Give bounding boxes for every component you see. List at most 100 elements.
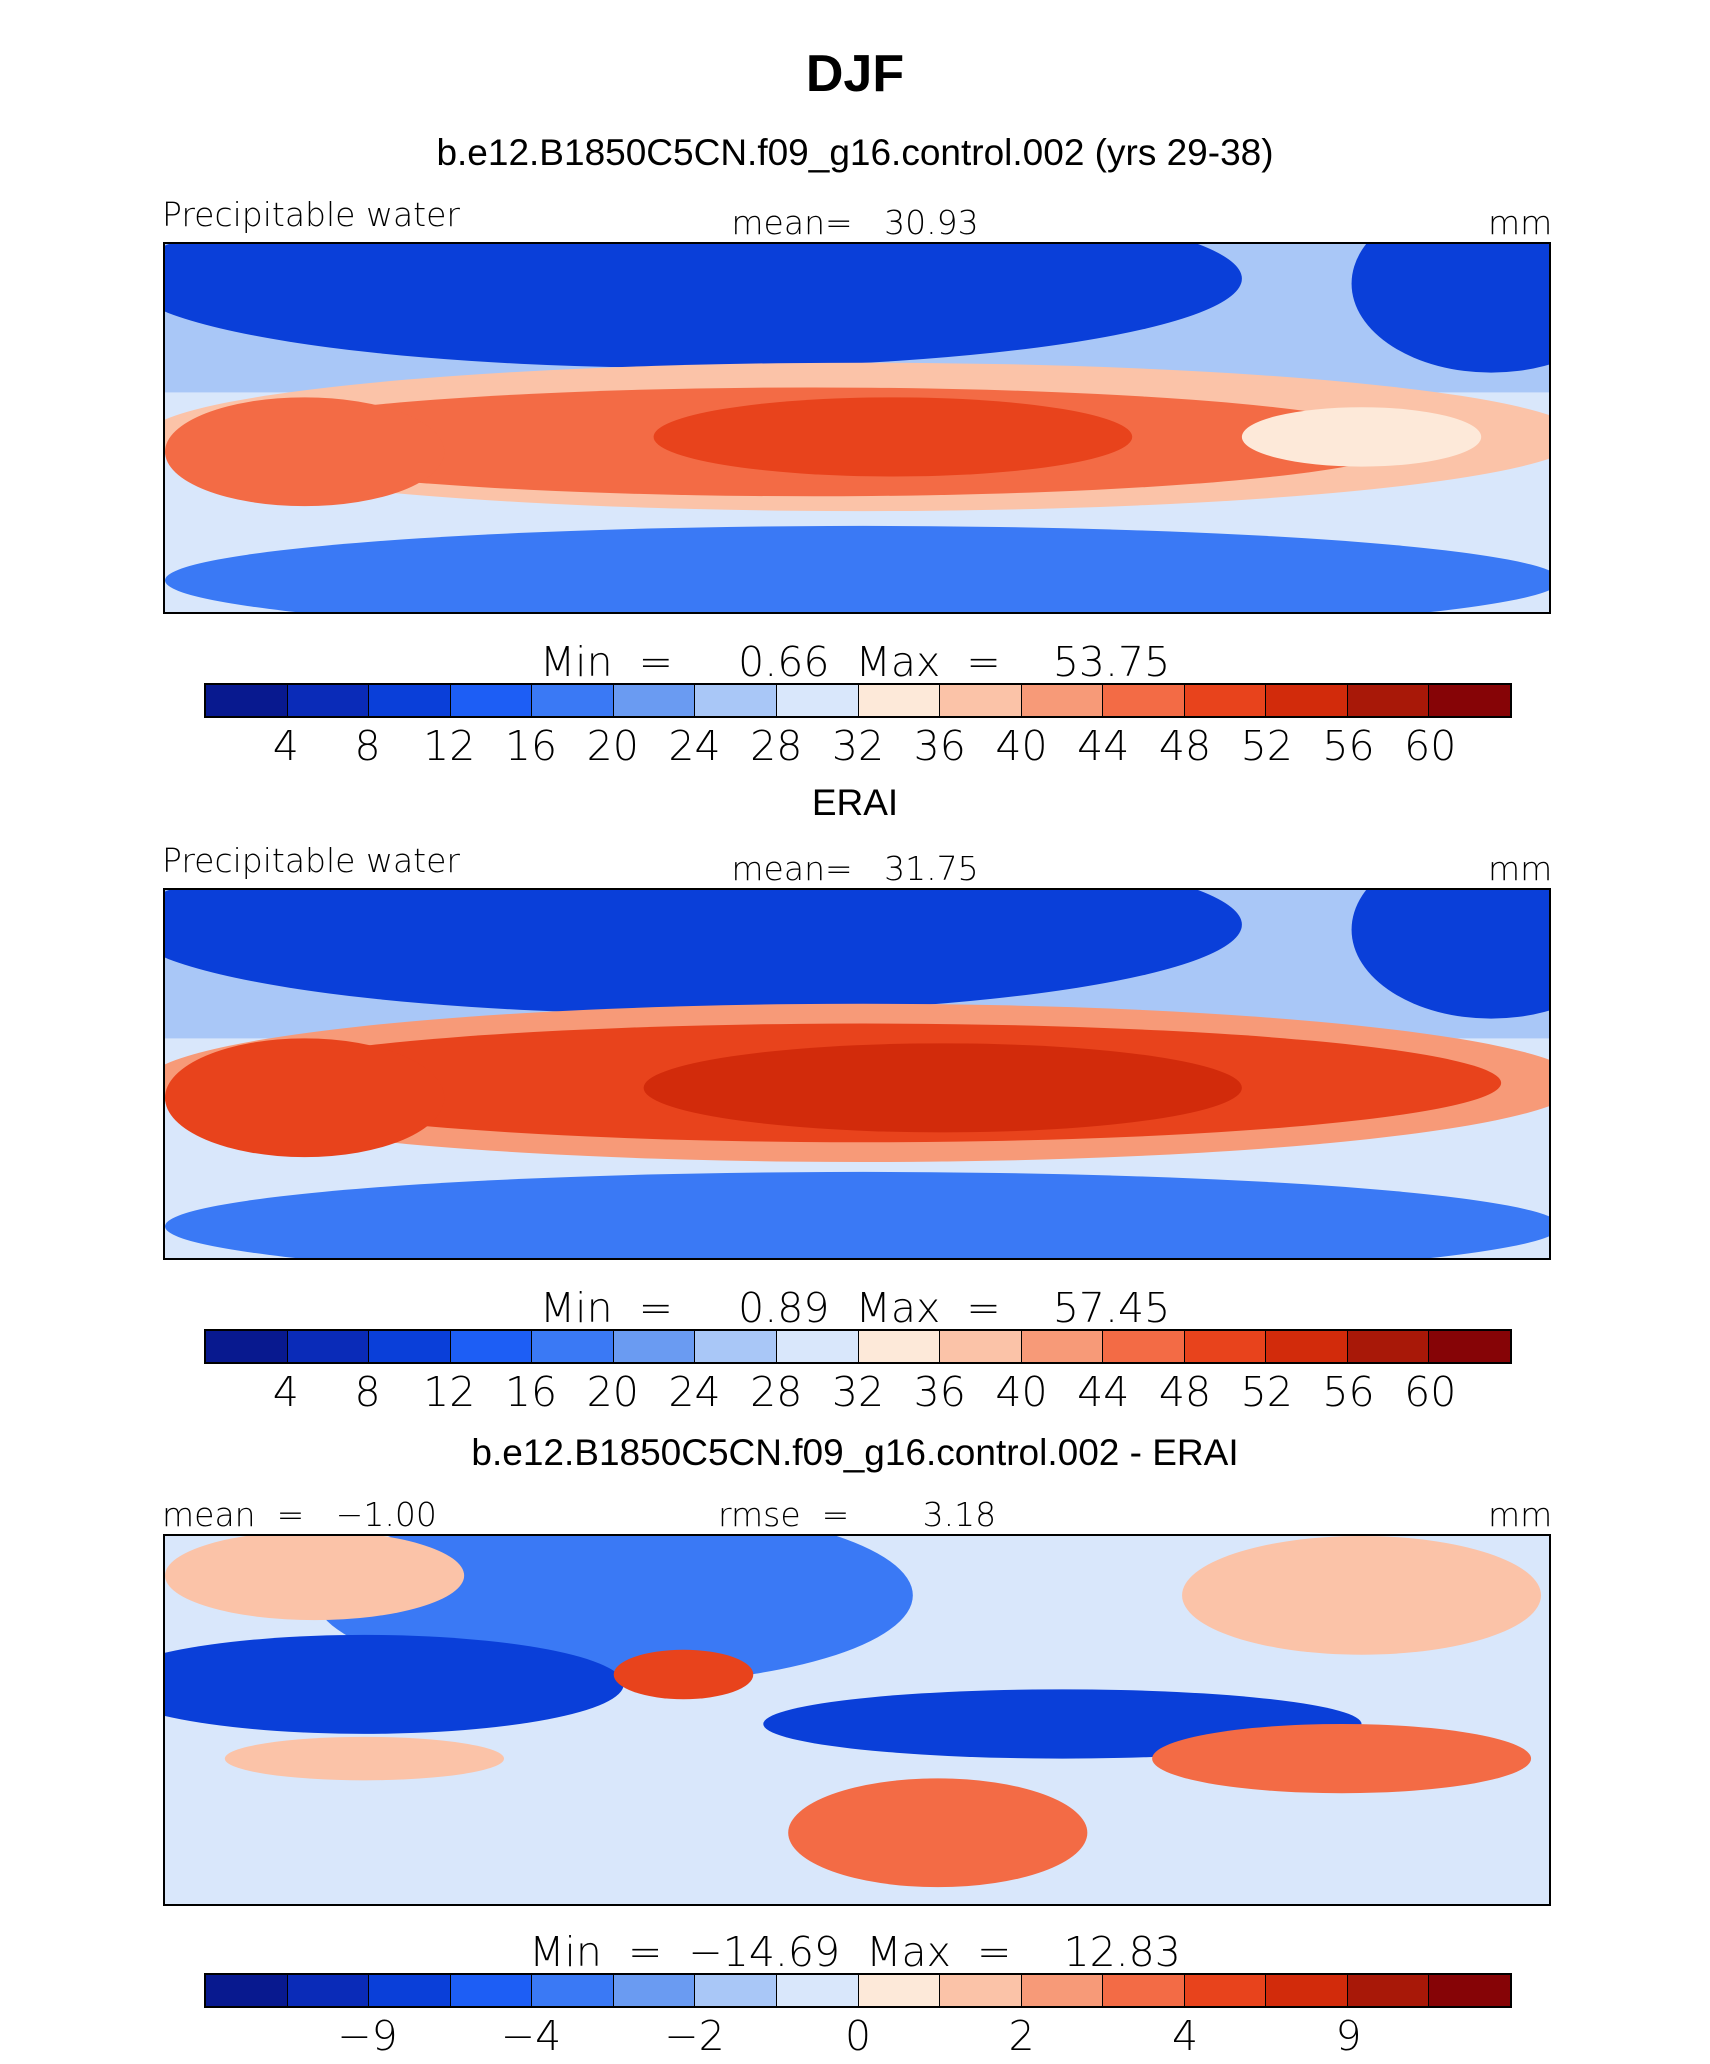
panel-2-variable-label: Precipitable water [162, 841, 460, 880]
colorbar-box [1429, 685, 1510, 716]
colorbar-tick-label: 4 [1171, 2012, 1199, 2060]
colorbar-box [1266, 1331, 1348, 1362]
colorbar-tick-label: 48 [1158, 722, 1212, 770]
colorbar-tick-label: 36 [913, 722, 966, 770]
colorbar-box [858, 1975, 941, 2006]
contour-region [165, 397, 445, 507]
colorbar-box [695, 1331, 777, 1362]
colorbar-box [206, 685, 288, 716]
colorbar-box [776, 685, 859, 716]
colorbar-box [1184, 1331, 1267, 1362]
contour-region [1351, 244, 1549, 373]
colorbar-tick-label: 16 [504, 1368, 558, 1416]
colorbar-tick-label: −9 [337, 2012, 398, 2060]
colorbar-tick-label: 20 [586, 722, 639, 770]
colorbar-box [532, 1975, 614, 2006]
contour-region [1152, 1723, 1532, 1794]
colorbar-box [776, 1975, 859, 2006]
colorbar-box [1347, 1975, 1430, 2006]
colorbar-box [940, 1975, 1022, 2006]
colorbar-tick-label: 0 [844, 2012, 872, 2060]
contour-region [224, 1736, 505, 1781]
colorbar-tick-label: 48 [1158, 1368, 1212, 1416]
colorbar-box [858, 685, 941, 716]
colorbar-box [695, 1975, 777, 2006]
panel-3-map [163, 1534, 1551, 1906]
contour-region [1182, 1536, 1542, 1655]
panel-2-contour-field [165, 890, 1549, 1258]
colorbar-box [1347, 1331, 1430, 1362]
colorbar-box [613, 1331, 696, 1362]
colorbar-box [1021, 1975, 1104, 2006]
colorbar-box [1021, 1331, 1104, 1362]
colorbar-box [287, 1975, 370, 2006]
colorbar-tick-label: 32 [831, 1368, 885, 1416]
colorbar-box [369, 1331, 451, 1362]
colorbar-box [1429, 1331, 1510, 1362]
panel-1-colorbar-ticks: 4 8 12 16 20 24 28 32 36 40 44 48 52 56 60 [204, 726, 1512, 774]
panel-2-title: ERAI [811, 782, 899, 823]
panel-3-min-max: Min = −14.69 Max = 12.83 [529, 1928, 1181, 1976]
panel-3-title: b.e12.B1850C5CN.f09_g16.control.002 - ER… [471, 1432, 1239, 1473]
colorbar-box [776, 1331, 859, 1362]
colorbar-box [1347, 685, 1430, 716]
panel-3-colorbar-ticks: −9 −4 −2 0 2 4 9 [204, 2016, 1512, 2064]
panel-2-min-max: Min = 0.89 Max = 57.45 [539, 1284, 1171, 1332]
contour-region [165, 890, 1242, 1014]
colorbar-tick-label: 44 [1077, 722, 1130, 770]
colorbar-box [1184, 685, 1267, 716]
contour-region [1351, 890, 1549, 1019]
colorbar-tick-label: 12 [423, 722, 476, 770]
colorbar-box [532, 1331, 614, 1362]
colorbar-box [206, 1975, 288, 2006]
colorbar-tick-label: 12 [423, 1368, 476, 1416]
panel-1-map [163, 242, 1551, 614]
panel-3-colorbar [204, 1973, 1512, 2008]
colorbar-tick-label: 52 [1240, 722, 1293, 770]
colorbar-tick-label: 32 [831, 722, 885, 770]
colorbar-tick-label: 24 [668, 1368, 721, 1416]
contour-region [165, 244, 1242, 368]
colorbar-box [1266, 685, 1348, 716]
colorbar-box [1103, 1975, 1185, 2006]
colorbar-tick-label: 44 [1077, 1368, 1130, 1416]
colorbar-box [695, 685, 777, 716]
contour-region [165, 1536, 465, 1621]
panel-3-mean-label: mean = −1.00 [162, 1495, 437, 1534]
figure-title: DJF [805, 45, 905, 103]
panel-2-colorbar [204, 1329, 1512, 1364]
panel-1-title: b.e12.B1850C5CN.f09_g16.control.002 (yrs… [436, 132, 1274, 173]
colorbar-box [1184, 1975, 1267, 2006]
colorbar-box [613, 685, 696, 716]
contour-region [643, 1043, 1242, 1133]
colorbar-tick-label: 24 [668, 722, 721, 770]
contour-region [165, 1038, 445, 1158]
colorbar-tick-label: 16 [504, 722, 558, 770]
colorbar-box [1266, 1975, 1348, 2006]
colorbar-box [858, 1331, 941, 1362]
panel-1-variable-label: Precipitable water [162, 195, 460, 234]
colorbar-tick-label: 36 [913, 1368, 966, 1416]
colorbar-box [1429, 1975, 1510, 2006]
colorbar-tick-label: 8 [354, 722, 381, 770]
colorbar-tick-label: 9 [1335, 2012, 1362, 2060]
colorbar-tick-label: 4 [272, 1368, 299, 1416]
panel-2-units-label: mm [1488, 849, 1553, 888]
colorbar-box [1103, 685, 1185, 716]
colorbar-box [369, 685, 451, 716]
panel-3-units-label: mm [1488, 1495, 1553, 1534]
colorbar-box [287, 685, 370, 716]
colorbar-tick-label: 2 [1008, 2012, 1035, 2060]
colorbar-tick-label: 56 [1322, 1368, 1375, 1416]
panel-2-mean-label: mean= 31.75 [731, 849, 979, 888]
colorbar-box [940, 1331, 1022, 1362]
contour-region [788, 1778, 1088, 1888]
colorbar-box [206, 1331, 288, 1362]
colorbar-tick-label: 56 [1322, 722, 1375, 770]
colorbar-tick-label: 28 [750, 1368, 803, 1416]
contour-region [165, 1171, 1549, 1258]
colorbar-tick-label: 40 [995, 1368, 1048, 1416]
colorbar-tick-label: 20 [586, 1368, 639, 1416]
panel-3-rmse-label: rmse = 3.18 [718, 1495, 997, 1534]
colorbar-tick-label: 40 [995, 722, 1048, 770]
